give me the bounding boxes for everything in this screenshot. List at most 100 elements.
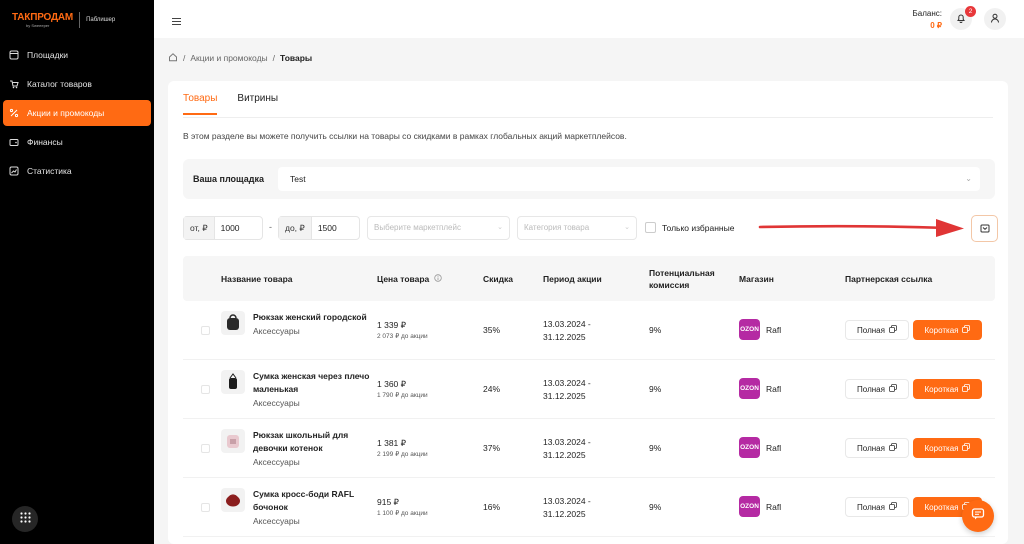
button-label: Короткая <box>924 325 959 335</box>
shop-cell: OZON Rafl <box>739 496 781 517</box>
tab-products[interactable]: Товары <box>183 93 218 115</box>
checkbox-box <box>645 222 656 233</box>
breadcrumb: / Акции и промокоды / Товары <box>168 52 312 64</box>
button-label: Полная <box>857 502 885 512</box>
notifications-button[interactable]: 2 <box>950 6 976 30</box>
button-label: Полная <box>857 325 885 335</box>
product-name[interactable]: Рюкзак женский городской <box>253 312 367 322</box>
sidebar-item-finance[interactable]: Финансы <box>3 129 151 155</box>
copy-short-link-button[interactable]: Короткая <box>913 438 982 458</box>
info-icon[interactable] <box>434 273 442 285</box>
menu-toggle-icon[interactable] <box>172 13 181 31</box>
button-label: Короткая <box>924 384 959 394</box>
platform-select[interactable]: Test ⌄ <box>278 167 980 191</box>
marketplace-select[interactable]: Выберите маркетплейс ⌄ <box>367 216 510 240</box>
chevron-down-icon: ⌄ <box>624 224 630 231</box>
logo-text: ТАКПРОДАМ by Sweeeper <box>12 11 74 28</box>
col-link: Партнерская ссылка <box>845 273 933 284</box>
sidebar-item-sites[interactable]: Площадки <box>3 42 151 68</box>
sidebar-menu: Площадки Каталог товаров Акции и промоко… <box>3 42 151 187</box>
product-name[interactable]: Сумка кросс-боди RAFL бочонок <box>253 489 355 512</box>
product-name-cell: Сумка женская через плечо маленькая Аксе… <box>253 370 383 410</box>
ozon-logo: OZON <box>739 437 760 458</box>
button-label: Полная <box>857 443 885 453</box>
table-row: Сумка женская через плечо маленькая Аксе… <box>183 360 995 419</box>
current-price: 915 ₽ <box>377 497 399 507</box>
chevron-down-icon: ⌄ <box>497 224 503 231</box>
tabs-divider <box>183 117 993 118</box>
apps-grid-button[interactable] <box>12 506 38 532</box>
user-menu-button[interactable] <box>984 8 1006 30</box>
product-name[interactable]: Сумка женская через плечо маленькая <box>253 371 370 394</box>
sidebar-item-catalog[interactable]: Каталог товаров <box>3 71 151 97</box>
notifications-badge: 2 <box>965 6 976 17</box>
price-to-value: 1500 <box>317 223 337 233</box>
chat-icon <box>971 507 985 526</box>
price-from-field[interactable]: от, ₽ 1000 <box>183 216 263 240</box>
breadcrumb-separator: / <box>272 53 276 63</box>
table-row: Сумка кросс-боди RAFL бочонок Аксессуары… <box>183 478 995 537</box>
download-button[interactable] <box>971 215 998 242</box>
brand-logo[interactable]: ТАКПРОДАМ by Sweeeper Паблишер <box>12 12 115 28</box>
sites-icon <box>9 50 19 60</box>
grid-icon <box>19 510 31 528</box>
commission: 9% <box>649 325 662 335</box>
user-icon <box>990 10 1000 28</box>
sidebar-item-label: Финансы <box>27 137 63 147</box>
filters-bar: от, ₽ 1000 - до, ₽ 1500 Выберите маркетп… <box>183 215 998 242</box>
catalog-icon <box>9 79 19 89</box>
copy-icon <box>889 325 897 335</box>
copy-short-link-button[interactable]: Короткая <box>913 379 982 399</box>
button-label: Полная <box>857 384 885 394</box>
product-thumbnail <box>221 429 245 453</box>
shop-name: Rafl <box>766 501 782 512</box>
shop-cell: OZON Rafl <box>739 319 781 340</box>
marketplace-placeholder: Выберите маркетплейс <box>374 223 461 232</box>
row-checkbox[interactable] <box>201 444 210 453</box>
col-price[interactable]: Цена товара <box>377 256 442 301</box>
favorites-only-checkbox[interactable]: Только избранные <box>645 222 734 233</box>
col-period: Период акции <box>543 273 602 284</box>
category-placeholder: Категория товара <box>524 223 590 232</box>
table-row: Рюкзак школьный для девочки котенок Аксе… <box>183 419 995 478</box>
product-category: Аксессуары <box>253 398 300 408</box>
sidebar-item-promotions[interactable]: Акции и промокоды <box>3 100 151 126</box>
sidebar-item-stats[interactable]: Статистика <box>3 158 151 184</box>
price-to-field[interactable]: до, ₽ 1500 <box>278 216 360 240</box>
shop-name: Rafl <box>766 383 782 394</box>
copy-full-link-button[interactable]: Полная <box>845 438 909 458</box>
period-end: 31.12.2025 <box>543 332 586 342</box>
copy-full-link-button[interactable]: Полная <box>845 320 909 340</box>
copy-full-link-button[interactable]: Полная <box>845 379 909 399</box>
row-checkbox[interactable] <box>201 503 210 512</box>
price-from-prefix: от, ₽ <box>184 217 215 239</box>
tab-showcases[interactable]: Витрины <box>237 93 279 104</box>
copy-short-link-button[interactable]: Короткая <box>913 320 982 340</box>
col-price-label: Цена товара <box>377 273 430 284</box>
period-end: 31.12.2025 <box>543 450 586 460</box>
price-to-prefix: до, ₽ <box>279 217 312 239</box>
support-chat-button[interactable] <box>962 500 994 532</box>
discount: 35% <box>483 325 501 335</box>
product-thumbnail <box>221 488 245 512</box>
balance-label: Баланс: <box>912 9 942 18</box>
row-checkbox[interactable] <box>201 326 210 335</box>
period-start: 13.03.2024 - <box>543 378 591 388</box>
discount: 24% <box>483 384 501 394</box>
breadcrumb-link[interactable]: Акции и промокоды <box>190 53 268 63</box>
home-icon[interactable] <box>168 52 178 64</box>
copy-full-link-button[interactable]: Полная <box>845 497 909 517</box>
row-checkbox[interactable] <box>201 385 210 394</box>
product-name[interactable]: Рюкзак школьный для девочки котенок <box>253 430 349 453</box>
red-arrow-icon <box>758 217 968 244</box>
col-shop: Магазин <box>739 273 774 284</box>
product-name-cell: Рюкзак школьный для девочки котенок Аксе… <box>253 429 383 469</box>
table-row: Рюкзак женский городской Аксессуары 1 33… <box>183 301 995 360</box>
copy-icon <box>889 443 897 453</box>
category-select[interactable]: Категория товара ⌄ <box>517 216 637 240</box>
period-cell: 13.03.2024 - 31.12.2025 <box>543 495 591 521</box>
period-end: 31.12.2025 <box>543 391 586 401</box>
content-card: Товары Витрины В этом разделе вы можете … <box>168 81 1008 544</box>
commission: 9% <box>649 502 662 512</box>
period-cell: 13.03.2024 - 31.12.2025 <box>543 377 591 403</box>
